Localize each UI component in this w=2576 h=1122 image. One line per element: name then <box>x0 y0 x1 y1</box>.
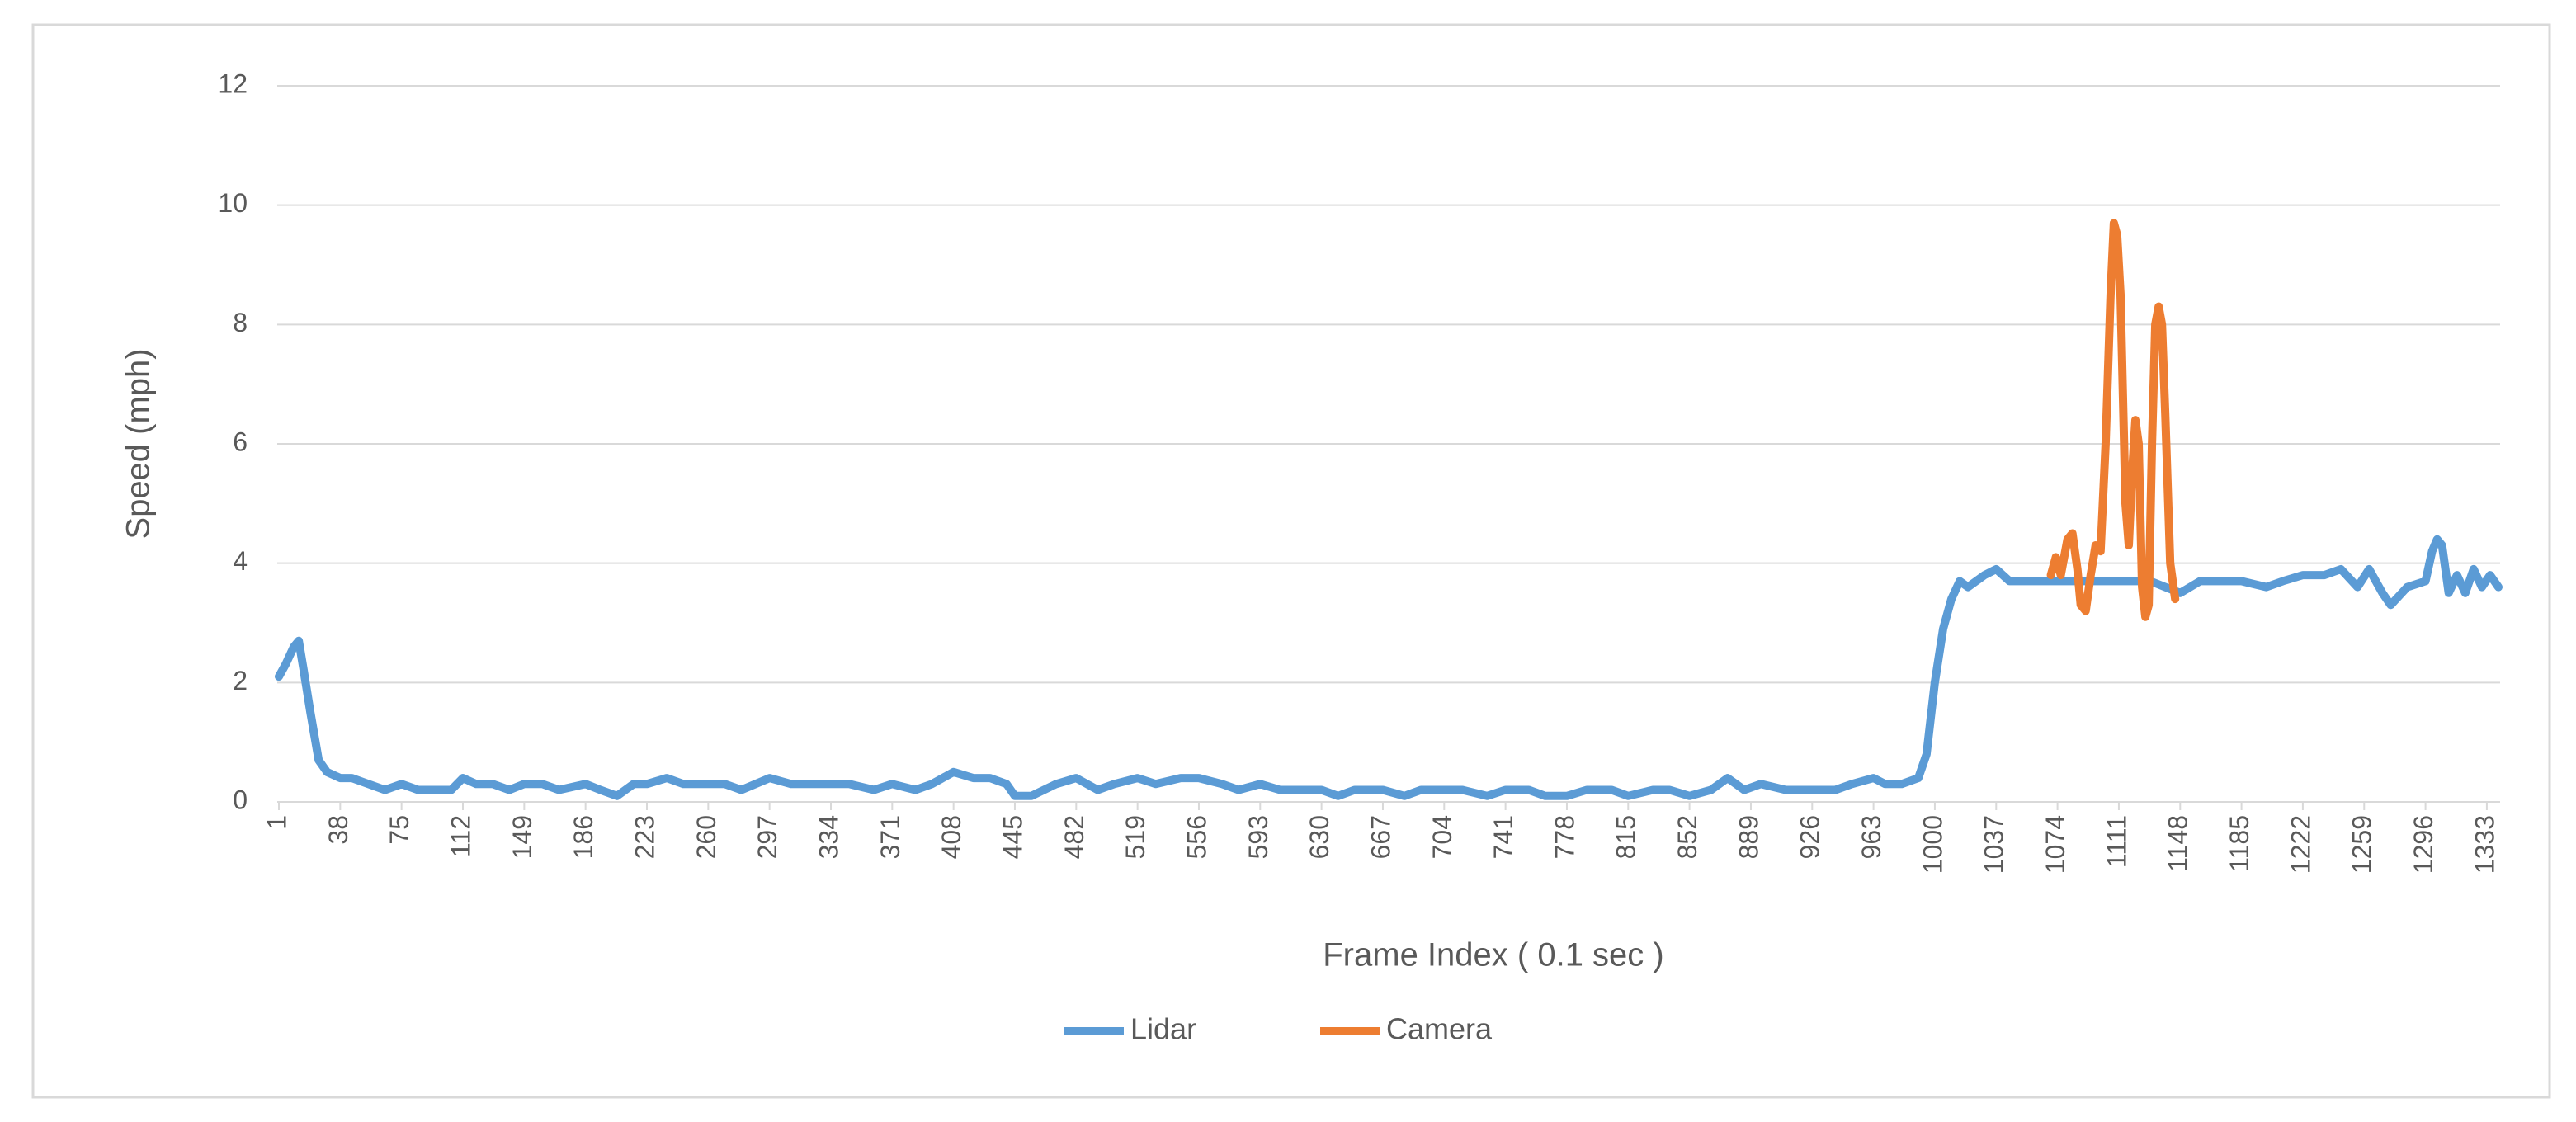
x-tick-label: 482 <box>1059 815 1089 859</box>
legend-label: Lidar <box>1130 1012 1196 1046</box>
x-tick-label: 1222 <box>2286 815 2315 874</box>
legend-label: Camera <box>1386 1012 1493 1046</box>
x-tick-label: 1259 <box>2347 815 2377 874</box>
x-tick-label: 75 <box>385 815 414 845</box>
x-tick-label: 519 <box>1121 815 1150 859</box>
x-tick-label: 556 <box>1182 815 1211 859</box>
x-tick-label: 445 <box>998 815 1027 859</box>
x-tick-label: 1 <box>262 815 291 830</box>
y-tick-label: 2 <box>233 666 248 695</box>
x-tick-label: 963 <box>1857 815 1886 859</box>
x-tick-label: 778 <box>1550 815 1579 859</box>
x-tick-label: 186 <box>569 815 598 859</box>
series-line <box>2046 219 2180 621</box>
y-tick-label: 12 <box>218 68 248 98</box>
x-tick-label: 667 <box>1366 815 1395 859</box>
x-tick-label: 260 <box>691 815 721 859</box>
grid <box>277 85 2500 810</box>
y-tick-label: 8 <box>233 308 248 337</box>
legend: Lidar Camera <box>1064 1012 1493 1046</box>
x-tick-label: 1111 <box>2102 815 2131 868</box>
x-tick-label: 630 <box>1305 815 1334 859</box>
x-tick-label: 1333 <box>2470 815 2499 874</box>
series-line <box>275 535 2503 800</box>
x-tick-label: 852 <box>1673 815 1702 859</box>
x-tick-label: 815 <box>1611 815 1641 859</box>
x-tick-label: 223 <box>630 815 659 859</box>
x-tick-label: 297 <box>753 815 782 859</box>
y-tick-label: 6 <box>233 427 248 456</box>
y-tick-label: 10 <box>218 188 248 218</box>
x-tick-label: 593 <box>1243 815 1273 859</box>
x-tick-label: 334 <box>814 815 843 859</box>
x-tick-label: 408 <box>937 815 966 859</box>
labels: 0 2 4 6 8 10 12 1 38 75 112 149 186 223 260 297 334 371 40… <box>218 68 2499 874</box>
plot <box>275 219 2503 800</box>
x-tick-label: 1185 <box>2225 815 2254 872</box>
x-tick-label: 889 <box>1734 815 1763 859</box>
x-tick-label: 1000 <box>1918 815 1947 874</box>
x-tick-label: 741 <box>1489 815 1518 859</box>
x-tick-label: 704 <box>1427 815 1457 859</box>
x-axis-title: Frame Index ( 0.1 sec ) <box>1323 937 1663 974</box>
y-axis-title: Speed (mph) <box>120 348 157 539</box>
x-tick-label: 371 <box>875 815 905 859</box>
chart-frame <box>31 23 2551 1099</box>
x-tick-label: 38 <box>323 815 353 845</box>
x-tick-label: 1296 <box>2409 815 2438 874</box>
x-tick-label: 112 <box>446 815 475 857</box>
x-tick-label: 1148 <box>2163 815 2193 872</box>
y-tick-label: 0 <box>233 785 248 814</box>
x-tick-label: 1074 <box>2041 815 2070 874</box>
y-tick-label: 4 <box>233 546 248 576</box>
x-tick-label: 149 <box>507 815 537 859</box>
x-tick-label: 1037 <box>1979 815 2009 874</box>
x-tick-label: 926 <box>1795 815 1825 859</box>
